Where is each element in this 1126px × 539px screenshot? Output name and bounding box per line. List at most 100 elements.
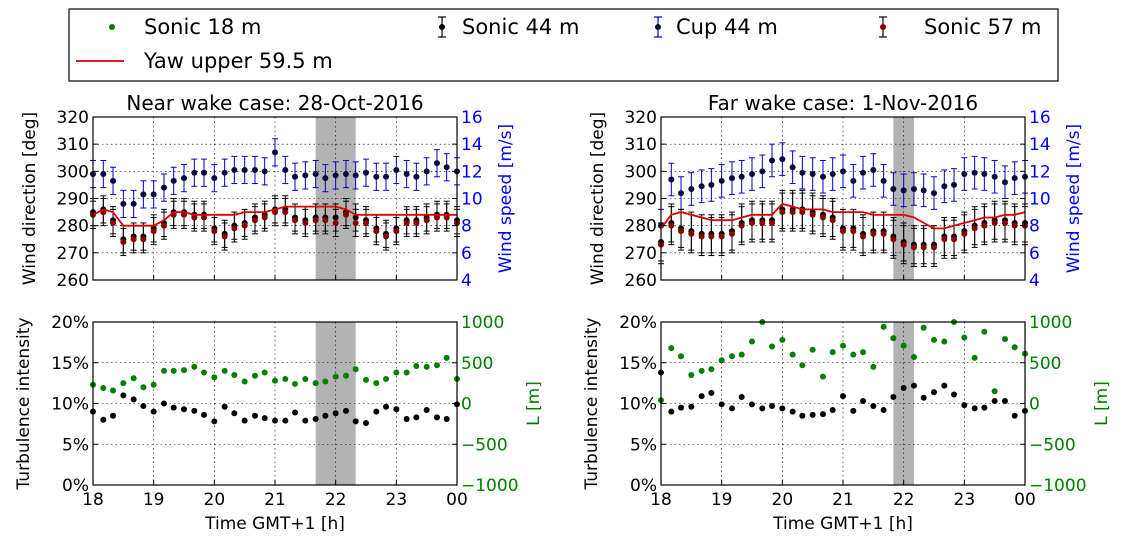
point-sonic44 <box>191 407 198 414</box>
x-tick-label: 00 <box>446 490 468 510</box>
point-sonic44 <box>363 420 369 427</box>
x-tick-label: 21 <box>832 490 854 510</box>
point-sonic44 <box>332 410 339 417</box>
point-sonic18 <box>971 354 978 361</box>
point-sonic18 <box>769 343 776 350</box>
point-sonic18 <box>181 367 187 374</box>
point-sonic57 <box>829 217 836 224</box>
point-sonic44 <box>951 391 958 398</box>
point-cup44 <box>383 173 390 180</box>
point-sonic57 <box>231 225 238 232</box>
point-sonic18 <box>920 324 927 331</box>
y-tick-label-right: −500 <box>1029 435 1076 455</box>
point-cup44 <box>698 183 705 190</box>
point-sonic57 <box>221 233 228 240</box>
y-tick-label: 20% <box>619 313 657 333</box>
point-cup44 <box>201 169 208 176</box>
point-cup44 <box>332 172 339 179</box>
point-sonic44 <box>322 412 329 419</box>
point-cup44 <box>443 164 450 171</box>
chart-panel-3: 0% 5% 10% 15% 20% −1000 −500 0 500 1000 18 19 20 21 22… <box>14 313 544 534</box>
point-sonic57 <box>971 225 978 232</box>
point-cup44 <box>312 171 319 178</box>
x-tick-label: 23 <box>954 490 976 510</box>
y-tick-label-right: −1000 <box>1029 476 1087 496</box>
point-sonic18 <box>728 353 735 360</box>
point-sonic18 <box>860 349 867 356</box>
y-tick-label-right: 16 <box>1029 108 1051 128</box>
point-sonic44 <box>211 418 218 425</box>
point-cup44 <box>272 149 278 156</box>
point-sonic44 <box>789 408 796 415</box>
point-sonic57 <box>880 230 887 237</box>
x-tick-label: 20 <box>772 490 794 510</box>
point-sonic44 <box>860 398 867 405</box>
point-cup44 <box>363 169 369 176</box>
point-sonic44 <box>393 406 400 413</box>
point-sonic18 <box>688 371 695 378</box>
point-sonic18 <box>373 380 380 387</box>
legend-label-cup44: Cup 44 m <box>676 15 778 39</box>
y-tick-label: 5% <box>630 435 657 455</box>
y-tick-label: 15% <box>51 354 89 374</box>
point-sonic18 <box>850 351 857 358</box>
chart-title: Far wake case: 1-Nov-2016 <box>708 91 978 115</box>
point-cup44 <box>981 171 988 178</box>
point-cup44 <box>779 156 786 163</box>
point-sonic57 <box>120 238 127 245</box>
x-tick-label: 19 <box>143 490 165 510</box>
y-tick-label: 260 <box>57 271 89 291</box>
y-axis-label: Turbulence intensity <box>14 317 34 490</box>
chart-panel-2: 260 270 280 290 300 310 320 4 6 8 10 12 14 16 Far wake… <box>588 91 1084 291</box>
point-sonic44 <box>282 417 289 424</box>
point-sonic44 <box>423 407 430 414</box>
point-sonic44 <box>880 407 887 414</box>
point-sonic57 <box>769 219 776 226</box>
panels: 260 270 280 290 300 310 320 4 6 8 10 12 14 16 Near wak… <box>14 91 1112 534</box>
point-sonic44 <box>749 401 755 408</box>
point-sonic57 <box>991 219 998 226</box>
point-cup44 <box>261 168 268 175</box>
y-tick-label: 300 <box>57 162 89 182</box>
point-sonic18 <box>302 376 309 383</box>
x-tick-label: 00 <box>1014 490 1036 510</box>
y-tick-label-right: 10 <box>1029 190 1051 210</box>
point-sonic57 <box>261 214 268 221</box>
point-cup44 <box>160 184 167 191</box>
y-tick-label-right: 14 <box>1029 135 1051 155</box>
y-tick-label: 20% <box>51 313 89 333</box>
point-cup44 <box>322 175 329 182</box>
point-sonic57 <box>860 233 867 240</box>
y-tick-label-right: 8 <box>1029 217 1040 237</box>
legend-frame <box>68 8 1059 82</box>
point-sonic44 <box>971 405 978 412</box>
point-sonic57 <box>890 236 897 243</box>
y-axis-label-right: L [m] <box>524 381 544 426</box>
y-axis-label-right: Wind speed [m/s] <box>1064 124 1084 273</box>
y-axis-label: Wind direction [deg] <box>588 112 608 285</box>
point-sonic18 <box>251 372 258 379</box>
point-sonic44 <box>779 405 786 412</box>
point-sonic57 <box>981 222 988 229</box>
point-sonic57 <box>951 236 958 243</box>
point-sonic44 <box>890 393 897 400</box>
point-sonic18 <box>819 373 826 380</box>
point-cup44 <box>840 168 846 175</box>
point-sonic18 <box>201 369 208 376</box>
point-sonic44 <box>738 393 745 400</box>
y-tick-label: 10% <box>51 395 89 415</box>
point-cup44 <box>403 171 410 178</box>
y-tick-label: 10% <box>619 395 657 415</box>
legend-marker-sonic18 <box>109 24 115 30</box>
point-cup44 <box>769 157 776 164</box>
point-sonic18 <box>160 367 167 374</box>
point-sonic44 <box>120 392 127 399</box>
y-axis-label: Turbulence intensity <box>582 317 602 490</box>
point-sonic18 <box>433 362 440 369</box>
point-cup44 <box>931 190 937 197</box>
point-cup44 <box>170 177 177 184</box>
point-sonic44 <box>312 415 319 422</box>
point-sonic18 <box>941 338 948 345</box>
point-cup44 <box>708 181 715 188</box>
x-tick-label: 22 <box>325 490 347 510</box>
